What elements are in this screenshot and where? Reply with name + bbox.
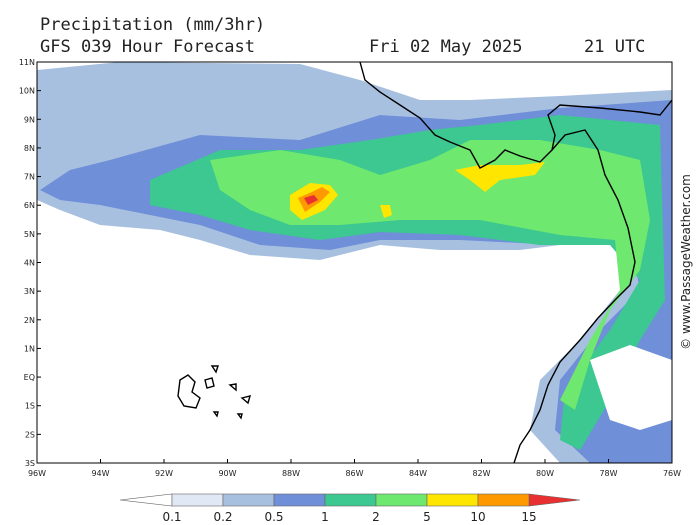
colorbar-swatch (324, 493, 377, 507)
lat-label: 8N (24, 144, 35, 153)
lat-label: 9N (24, 115, 35, 124)
subtitle: GFS 039 Hour Forecast (40, 37, 255, 57)
lon-label: 94W (91, 469, 109, 478)
colorbar-label: 0.5 (264, 510, 283, 524)
colorbar-swatch (222, 493, 275, 507)
lon-label: 88W (282, 469, 300, 478)
colorbar-tip (119, 493, 173, 507)
lon-label: 96W (28, 469, 46, 478)
colorbar-label: 0.1 (162, 510, 181, 524)
lon-label: 82W (472, 469, 490, 478)
lon-label: 84W (409, 469, 427, 478)
lat-label: 3S (25, 459, 35, 468)
colorbar-label: 5 (423, 510, 431, 524)
lat-label: EQ (24, 373, 35, 382)
colorbar-label: 0.2 (213, 510, 232, 524)
colorbar-label: 10 (470, 510, 485, 524)
lat-label: 3N (24, 287, 35, 296)
lat-label: 6N (24, 201, 35, 210)
coastline (177, 62, 672, 463)
lon-label: 92W (155, 469, 173, 478)
lat-label: 5N (24, 230, 35, 239)
lon-label: 78W (599, 469, 617, 478)
lon-label: 86W (345, 469, 363, 478)
lat-label: 4N (24, 259, 35, 268)
time: 21 UTC (584, 37, 645, 57)
colorbar-label: 15 (521, 510, 536, 524)
lon-label: 80W (536, 469, 554, 478)
colorbar-swatch (426, 493, 479, 507)
lat-label: 2N (24, 316, 35, 325)
lat-label: 2S (25, 430, 35, 439)
credit: © www.PassageWeather.com (679, 174, 693, 350)
colorbar-swatch (171, 493, 224, 507)
lon-label: 76W (663, 469, 681, 478)
colorbar-label: 2 (372, 510, 380, 524)
colorbar-label: 1 (321, 510, 329, 524)
lat-label: 7N (24, 173, 35, 182)
colorbar-swatch (375, 493, 428, 507)
precipitation-field (37, 62, 672, 463)
lon-label: 90W (218, 469, 236, 478)
colorbar-tip (528, 493, 581, 507)
lat-label: 1S (25, 402, 35, 411)
colorbar: 0.1 0.2 0.5 1 2 5 10 15 (119, 493, 581, 524)
colorbar-swatch (273, 493, 326, 507)
lat-label: 1N (24, 344, 35, 353)
colorbar-swatch (477, 493, 530, 507)
title: Precipitation (mm/3hr) (40, 15, 265, 35)
lat-label: 10N (19, 87, 35, 96)
date: Fri 02 May 2025 (369, 37, 523, 57)
lat-label: 11N (19, 58, 35, 67)
